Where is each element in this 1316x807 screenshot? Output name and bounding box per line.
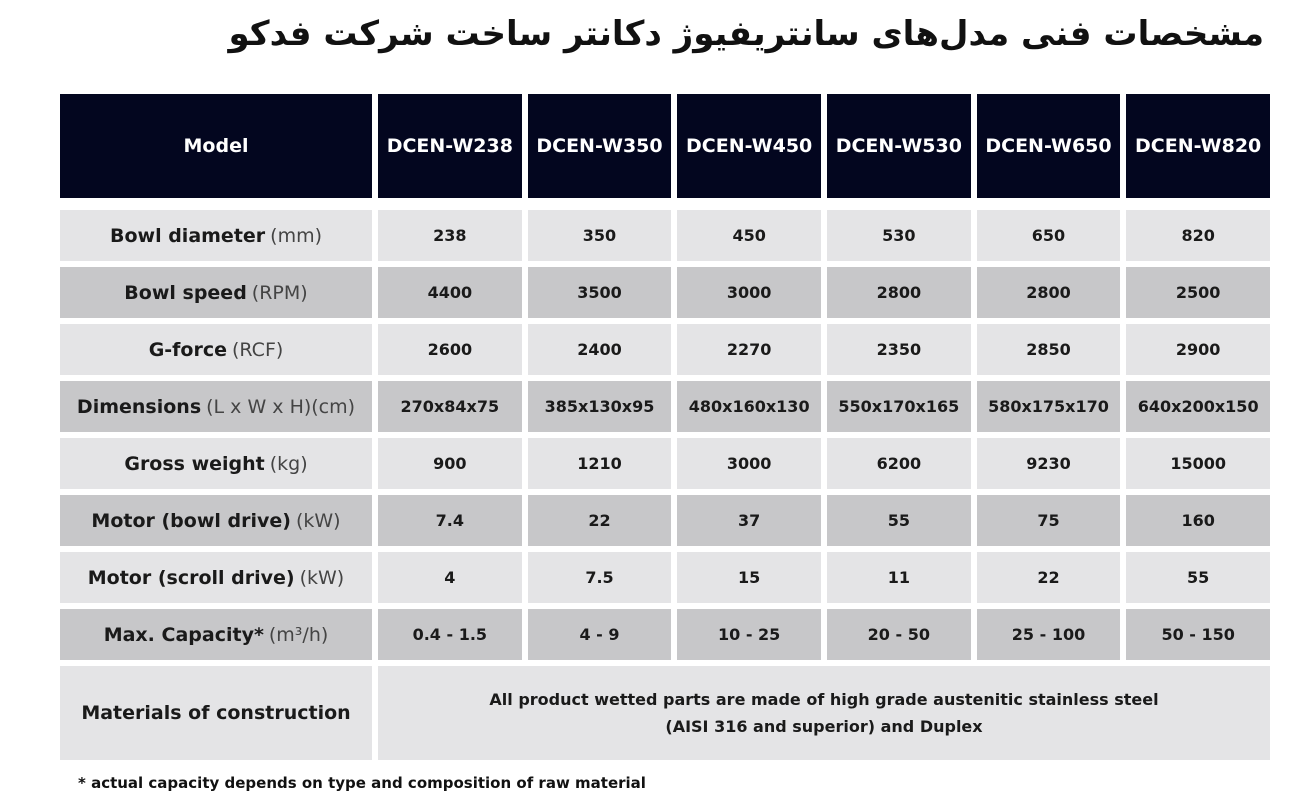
materials-value: All product wetted parts are made of hig… bbox=[378, 666, 1270, 760]
table-cell: 50 - 150 bbox=[1126, 609, 1270, 660]
table-cell: 20 - 50 bbox=[827, 609, 971, 660]
row-label-name: Gross weight bbox=[124, 452, 265, 475]
table-cell: 15000 bbox=[1126, 438, 1270, 489]
row-label-name: Max. Capacity* bbox=[103, 623, 264, 646]
row-label-unit: (kg) bbox=[269, 452, 308, 475]
row-label-unit: (m³/h) bbox=[268, 623, 329, 646]
table-cell: 22 bbox=[976, 552, 1121, 603]
table-cell: 11 bbox=[827, 552, 971, 603]
table-cell: 2270 bbox=[677, 324, 821, 375]
row-label-unit: (kW) bbox=[295, 509, 341, 532]
table-cell: 1210 bbox=[527, 438, 672, 489]
table-cell: 25 - 100 bbox=[976, 609, 1121, 660]
table-cell: 350 bbox=[527, 210, 672, 261]
table-cell: 55 bbox=[1126, 552, 1270, 603]
materials-line-2: (AISI 316 and superior) and Duplex bbox=[665, 717, 983, 736]
table-cell: 160 bbox=[1126, 495, 1270, 546]
row-label: Bowl speed (RPM) bbox=[60, 267, 372, 318]
table-cell: 4 bbox=[378, 552, 522, 603]
table-cell: 3000 bbox=[677, 267, 821, 318]
materials-label: Materials of construction bbox=[60, 666, 372, 760]
table-cell: 4400 bbox=[378, 267, 522, 318]
table-cell: 2800 bbox=[827, 267, 971, 318]
table-cell: 15 bbox=[677, 552, 821, 603]
table-cell: 640x200x150 bbox=[1126, 381, 1270, 432]
row-label-unit: (kW) bbox=[299, 566, 345, 589]
table-cell: 0.4 - 1.5 bbox=[378, 609, 522, 660]
table-cell: 3500 bbox=[527, 267, 672, 318]
row-label: Max. Capacity* (m³/h) bbox=[60, 609, 372, 660]
table-cell: 2900 bbox=[1126, 324, 1270, 375]
header-model-label: Model bbox=[60, 94, 372, 198]
row-label: Motor (scroll drive) (kW) bbox=[60, 552, 372, 603]
row-label-unit: (L x W x H)(cm) bbox=[206, 395, 356, 418]
footnote: * actual capacity depends on type and co… bbox=[78, 774, 646, 792]
row-label-name: Bowl diameter bbox=[109, 224, 266, 247]
table-cell: 2400 bbox=[527, 324, 672, 375]
table-cell: 450 bbox=[677, 210, 821, 261]
table-cell: 10 - 25 bbox=[677, 609, 821, 660]
row-label-name: Dimensions bbox=[76, 395, 202, 418]
header-model: DCEN-W238 bbox=[378, 94, 522, 198]
table-cell: 2800 bbox=[976, 267, 1121, 318]
table-cell: 22 bbox=[527, 495, 672, 546]
header-model: DCEN-W530 bbox=[827, 94, 971, 198]
table-cell: 7.4 bbox=[378, 495, 522, 546]
header-model: DCEN-W350 bbox=[527, 94, 672, 198]
table-cell: 650 bbox=[976, 210, 1121, 261]
table-cell: 2350 bbox=[827, 324, 971, 375]
table-cell: 37 bbox=[677, 495, 821, 546]
table-cell: 2600 bbox=[378, 324, 522, 375]
table-cell: 3000 bbox=[677, 438, 821, 489]
row-label: Motor (bowl drive) (kW) bbox=[60, 495, 372, 546]
row-label-unit: (mm) bbox=[270, 224, 323, 247]
page-title: مشخصات فنی مدل‌های سانتریفیوژ دکانتر ساخ… bbox=[228, 14, 1264, 54]
row-label-name: Bowl speed bbox=[124, 281, 247, 304]
table-cell: 75 bbox=[976, 495, 1121, 546]
materials-line-1: All product wetted parts are made of hig… bbox=[489, 689, 1159, 709]
row-label-unit: (RCF) bbox=[232, 338, 284, 361]
table-cell: 530 bbox=[827, 210, 971, 261]
table-cell: 550x170x165 bbox=[827, 381, 971, 432]
row-label-name: G-force bbox=[148, 338, 228, 361]
table-cell: 385x130x95 bbox=[527, 381, 672, 432]
table-cell: 2500 bbox=[1126, 267, 1270, 318]
table-cell: 55 bbox=[827, 495, 971, 546]
row-label: Bowl diameter (mm) bbox=[60, 210, 372, 261]
row-label: G-force (RCF) bbox=[60, 324, 372, 375]
table-cell: 7.5 bbox=[527, 552, 672, 603]
row-label: Dimensions (L x W x H)(cm) bbox=[60, 381, 372, 432]
spec-table: Model DCEN-W238 DCEN-W350 DCEN-W450 DCEN… bbox=[60, 94, 1270, 760]
table-cell: 820 bbox=[1126, 210, 1270, 261]
table-cell: 480x160x130 bbox=[677, 381, 821, 432]
table-cell: 2850 bbox=[976, 324, 1121, 375]
table-cell: 9230 bbox=[976, 438, 1121, 489]
table-cell: 4 - 9 bbox=[527, 609, 672, 660]
table-cell: 238 bbox=[378, 210, 522, 261]
header-model: DCEN-W820 bbox=[1126, 94, 1270, 198]
row-label-unit: (RPM) bbox=[251, 281, 308, 304]
table-cell: 900 bbox=[378, 438, 522, 489]
row-label-name: Motor (scroll drive) bbox=[87, 566, 295, 589]
row-label: Gross weight (kg) bbox=[60, 438, 372, 489]
header-model: DCEN-W450 bbox=[677, 94, 821, 198]
header-model: DCEN-W650 bbox=[976, 94, 1121, 198]
table-cell: 580x175x170 bbox=[976, 381, 1121, 432]
row-label-name: Motor (bowl drive) bbox=[91, 509, 291, 532]
table-cell: 6200 bbox=[827, 438, 971, 489]
table-cell: 270x84x75 bbox=[378, 381, 522, 432]
